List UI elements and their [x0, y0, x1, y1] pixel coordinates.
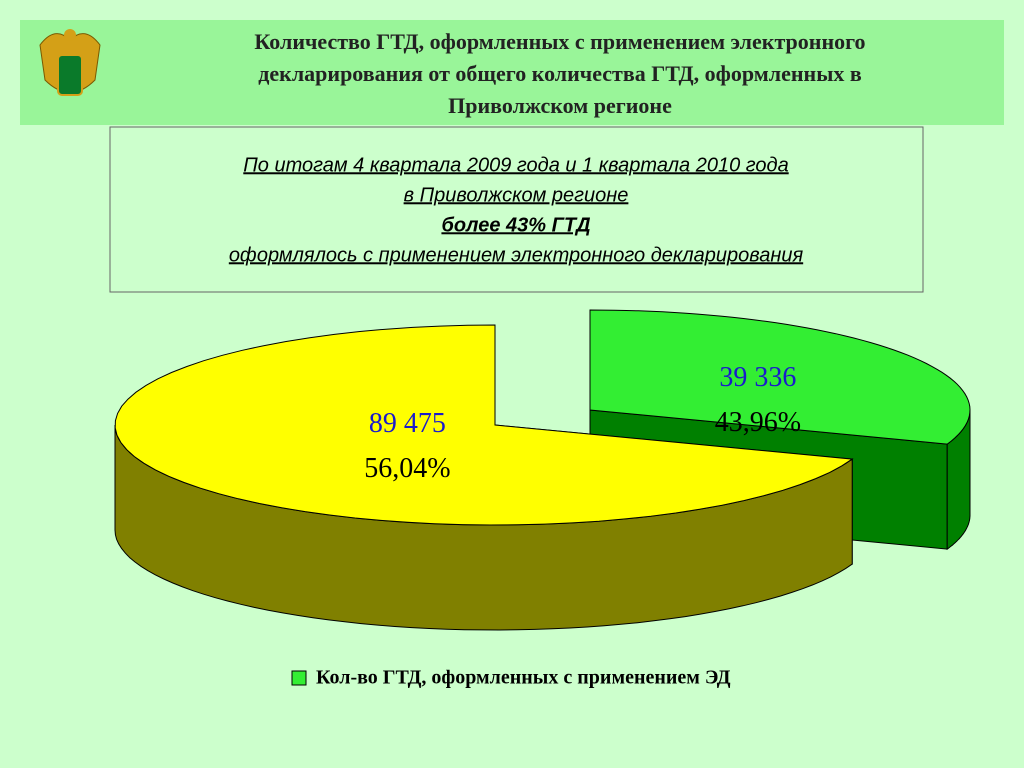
share-label: 43,96% — [715, 407, 801, 438]
pie-chart: 89 475 56,04% 39 336 43,96% — [114, 309, 971, 631]
header-band — [20, 20, 1004, 125]
legend-label: Кол-во ГТД, оформленных с применением ЭД — [316, 667, 731, 689]
info-box — [109, 126, 924, 293]
slice — [114, 324, 854, 526]
value-label: 89 475 — [369, 408, 446, 439]
info-line: в Приволжском регионе — [404, 184, 629, 206]
info-line: более 43% ГТД — [441, 214, 590, 236]
title-line: Приволжском регионе — [448, 93, 672, 118]
header-title: Количество ГТД, оформленных с применение… — [254, 29, 865, 118]
legend: Кол-во ГТД, оформленных с применением ЭД — [291, 667, 731, 689]
value-label: 39 336 — [719, 362, 796, 393]
info-text: По итогам 4 квартала 2009 года и 1 кварт… — [229, 154, 804, 266]
info-line: оформлялось с применением электронного д… — [229, 244, 804, 266]
title-line: декларирования от общего количества ГТД,… — [258, 61, 862, 86]
slice — [589, 309, 971, 445]
title-line: Количество ГТД, оформленных с применение… — [254, 29, 865, 54]
emblem — [39, 29, 101, 96]
share-label: 56,04% — [364, 453, 450, 484]
info-line: По итогам 4 квартала 2009 года и 1 кварт… — [243, 154, 788, 176]
legend-swatch — [291, 670, 307, 686]
